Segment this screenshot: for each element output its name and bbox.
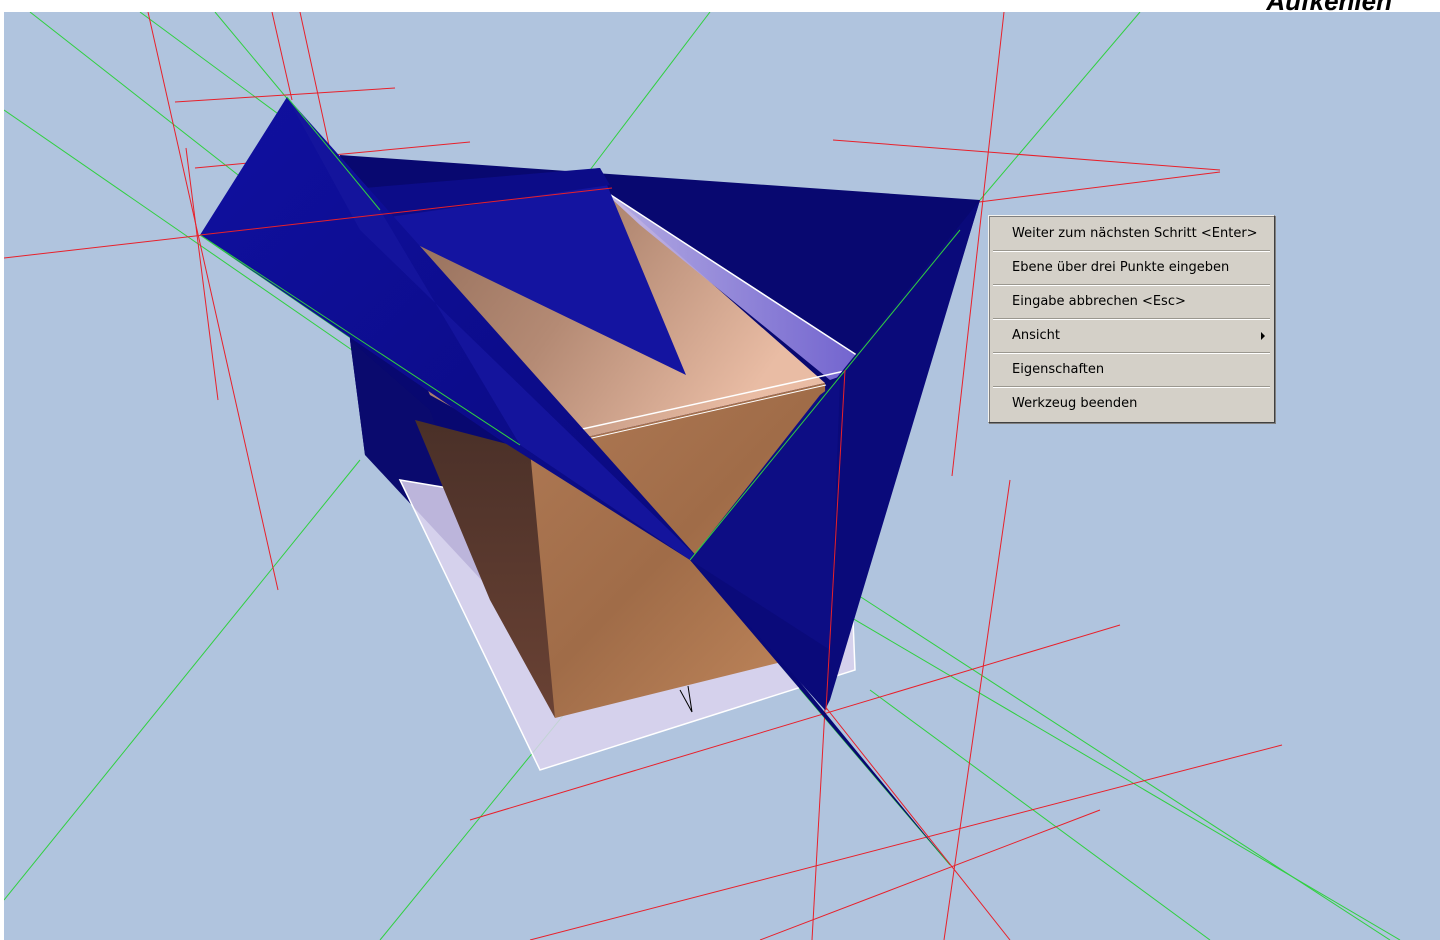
top-strip: Aufkehlen xyxy=(0,0,1440,12)
corner-title: Aufkehlen xyxy=(1266,0,1392,12)
menu-item-label: Ansicht xyxy=(1012,328,1061,343)
3d-viewport[interactable]: Weiter zum nächsten Schritt <Enter> Eben… xyxy=(4,12,1440,940)
menu-separator xyxy=(993,386,1270,388)
right-plane-inner xyxy=(690,380,840,650)
top-triangle xyxy=(325,168,686,375)
menu-separator xyxy=(993,318,1270,320)
top-red-line xyxy=(199,187,613,236)
menu-item-properties[interactable]: Eigenschaften xyxy=(992,354,1271,386)
menu-separator xyxy=(993,250,1270,252)
wood-notch xyxy=(679,685,693,713)
menu-item-view[interactable]: Ansicht xyxy=(992,320,1271,352)
menu-item-label: Ebene über drei Punkte eingeben xyxy=(1012,260,1230,275)
menu-item-label: Eigenschaften xyxy=(1012,362,1105,377)
context-menu: Weiter zum nächsten Schritt <Enter> Eben… xyxy=(988,215,1275,423)
wood-side-face xyxy=(415,420,555,718)
menu-separator xyxy=(993,352,1270,354)
scene-svg xyxy=(4,12,1401,940)
front-red-line xyxy=(825,369,846,711)
menu-item-plane-three-points[interactable]: Ebene über drei Punkte eingeben xyxy=(992,252,1271,284)
menu-separator xyxy=(993,284,1270,286)
chevron-right-icon xyxy=(1261,332,1265,340)
violet-plane xyxy=(600,188,872,380)
plane-edges xyxy=(199,96,961,561)
menu-item-label: Eingabe abbrechen <Esc> xyxy=(1012,294,1186,309)
menu-item-label: Werkzeug beenden xyxy=(1012,396,1138,411)
menu-item-end-tool[interactable]: Werkzeug beenden xyxy=(992,388,1271,420)
menu-item-next-step[interactable]: Weiter zum nächsten Schritt <Enter> xyxy=(992,218,1271,250)
menu-item-label: Weiter zum nächsten Schritt <Enter> xyxy=(1012,226,1258,241)
menu-item-cancel-input[interactable]: Eingabe abbrechen <Esc> xyxy=(992,286,1271,318)
top-band xyxy=(340,168,610,222)
